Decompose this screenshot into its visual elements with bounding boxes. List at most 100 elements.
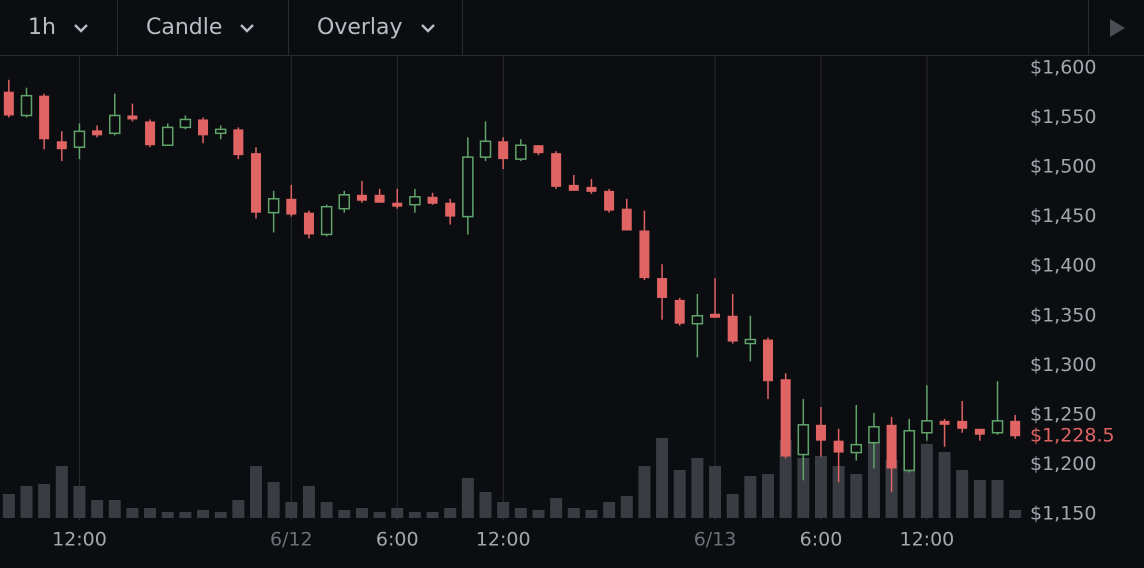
volume-bar <box>920 444 933 518</box>
chevron <box>420 23 435 33</box>
volume-bar <box>197 510 210 518</box>
last-price-label: $1,228.5 <box>1030 425 1115 447</box>
x-tick-label: 12:00 <box>900 529 955 551</box>
y-tick-label: $1,250 <box>1030 403 1096 425</box>
overlay-label: Overlay <box>317 15 403 40</box>
y-tick-label: $1,150 <box>1030 503 1096 525</box>
candle-body <box>145 121 156 146</box>
volume-bar <box>585 510 598 518</box>
candle-body <box>797 424 810 456</box>
chart: 12:00 6/12 6:00 12:00 6/13 6:00 12:00 $1,150 $1,… <box>2 56 1115 551</box>
volume-bar <box>2 494 15 518</box>
volume-bar <box>709 466 722 518</box>
volume-bar <box>38 484 51 518</box>
y-tick-label: $1,500 <box>1030 156 1096 178</box>
candle-body <box>233 129 244 156</box>
candle-body <box>92 130 103 136</box>
y-tick-label: $1,450 <box>1030 205 1096 227</box>
volume-bar <box>514 508 527 518</box>
volume-bar <box>355 508 368 518</box>
candle-body <box>515 144 527 160</box>
candle-body <box>427 196 438 204</box>
candle-body <box>850 443 863 454</box>
volume-bar <box>1009 510 1022 518</box>
candle-body <box>409 196 421 206</box>
candle-body <box>267 198 280 214</box>
volume-bar <box>461 478 474 518</box>
volume-bar <box>91 500 104 518</box>
play-button[interactable] <box>1088 0 1144 55</box>
volume-bar <box>956 470 969 518</box>
volume-bar <box>391 508 404 518</box>
volume-bar <box>550 498 563 518</box>
x-tick-label: 6/13 <box>694 529 737 551</box>
candle-body <box>621 208 632 231</box>
candle-body <box>127 115 138 120</box>
candle-body <box>903 430 915 472</box>
volume-bar <box>603 502 616 518</box>
candle-body <box>991 420 1004 434</box>
candle-body <box>780 379 791 457</box>
volume-bar <box>302 486 315 518</box>
volume-bar <box>144 508 157 518</box>
chevron <box>240 23 255 33</box>
candle-body <box>710 313 721 318</box>
candle-body <box>657 278 668 298</box>
volume-bar <box>426 512 439 518</box>
chart-type-select[interactable]: Candle <box>118 0 289 55</box>
candle-body <box>568 184 579 191</box>
candle-body <box>604 190 615 211</box>
interval-label: 1h <box>28 15 56 40</box>
candle-body <box>833 440 844 453</box>
volume-bar <box>108 500 121 518</box>
volume-bar <box>938 452 951 518</box>
volume-bar <box>497 502 510 518</box>
candle-body <box>921 420 933 434</box>
volume-bar <box>320 502 333 518</box>
candle-body <box>445 202 456 217</box>
candle-body <box>886 424 897 469</box>
y-tick-label: $1,300 <box>1030 354 1096 376</box>
y-tick-label: $1,350 <box>1030 304 1096 326</box>
candle-body <box>109 114 121 135</box>
volume-bar <box>373 512 386 518</box>
candle-body <box>39 95 50 140</box>
volume-bar <box>832 466 845 518</box>
candle-body <box>338 194 351 210</box>
volume-bar <box>567 508 580 518</box>
candle-body <box>179 118 192 129</box>
candle-body <box>3 91 14 116</box>
candle-body <box>639 230 650 279</box>
volume-bar <box>991 480 1004 518</box>
interval-select[interactable]: 1h <box>0 0 118 55</box>
candle-body <box>374 194 385 203</box>
candle-body <box>462 156 474 218</box>
candle-body <box>551 153 562 187</box>
y-tick-label: $1,400 <box>1030 255 1096 277</box>
candle-body <box>974 428 985 435</box>
volume-bar <box>638 466 651 518</box>
volume-bar <box>479 492 492 518</box>
candle-body <box>744 338 757 345</box>
volume-bar <box>250 466 262 518</box>
candle-body <box>815 424 826 441</box>
candle-body <box>498 141 509 160</box>
candle-body <box>691 315 704 325</box>
toolbar: 1h Candle Overlay <box>0 0 1144 56</box>
volume-bar <box>338 510 351 518</box>
volume-bar <box>73 486 86 518</box>
candle-body <box>939 420 950 425</box>
volume-bar <box>285 502 298 518</box>
volume-bar <box>179 512 192 518</box>
volume-bar <box>779 440 792 518</box>
candle-body <box>251 153 261 213</box>
x-tick-label: 6/12 <box>270 529 313 551</box>
volume-bar <box>850 474 863 518</box>
candle-body <box>586 186 597 192</box>
candle-body <box>533 145 544 154</box>
volume-bar <box>126 508 139 518</box>
overlay-select[interactable]: Overlay <box>289 0 463 55</box>
candle-body <box>303 212 314 235</box>
volume-bar <box>726 494 739 518</box>
